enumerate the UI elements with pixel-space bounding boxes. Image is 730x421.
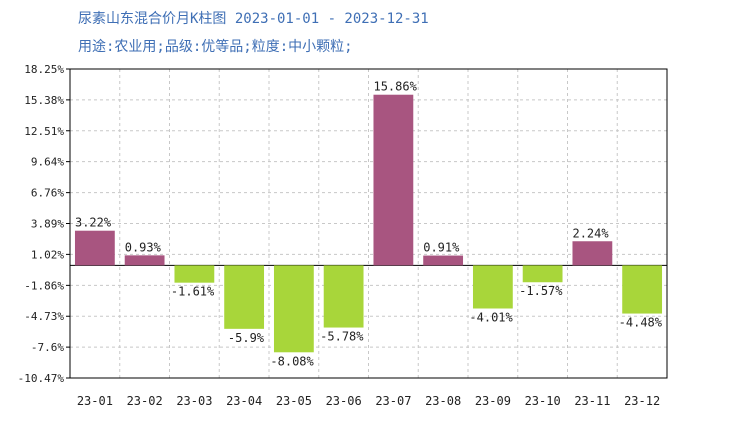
y-tick-label: -7.6% xyxy=(31,341,64,354)
data-label-23-04: -5.9% xyxy=(228,331,265,345)
x-tick-label: 23-08 xyxy=(425,394,461,408)
data-label-23-02: 0.93% xyxy=(125,240,162,254)
bar-23-11 xyxy=(572,241,613,266)
y-tick-label: -1.86% xyxy=(24,279,64,292)
data-label-23-03: -1.61% xyxy=(171,285,215,299)
x-tick-label: 23-03 xyxy=(176,394,212,408)
data-label-23-05: -8.08% xyxy=(270,354,314,368)
bar-23-03 xyxy=(174,265,215,283)
y-tick-label: 6.76% xyxy=(31,187,64,200)
y-tick-label: 3.89% xyxy=(31,218,64,231)
data-label-23-08: 0.91% xyxy=(423,241,460,255)
y-tick-label: 9.64% xyxy=(31,156,64,169)
x-tick-label: 23-02 xyxy=(127,394,163,408)
bar-23-02 xyxy=(124,255,165,266)
x-tick-label: 23-05 xyxy=(276,394,312,408)
chart-subtitle: 用途:农业用;品级:优等品;粒度:中小颗粒; xyxy=(78,39,353,55)
bar-23-09 xyxy=(472,265,513,309)
x-tick-label: 23-06 xyxy=(326,394,362,408)
x-tick-label: 23-09 xyxy=(475,394,511,408)
data-label-23-12: -4.48% xyxy=(619,316,663,330)
bar-23-12 xyxy=(622,265,663,314)
y-tick-label: 15.38% xyxy=(24,94,64,107)
x-tick-label: 23-01 xyxy=(77,394,113,408)
bar-23-04 xyxy=(224,265,265,329)
bar-23-10 xyxy=(522,265,563,283)
chart-title: 尿素山东混合价月K柱图 2023-01-01 - 2023-12-31 xyxy=(78,11,429,27)
data-label-23-01: 3.22% xyxy=(75,216,112,230)
plot-frame xyxy=(69,68,668,379)
bar-23-08 xyxy=(423,255,464,266)
data-label-23-06: -5.78% xyxy=(320,330,364,344)
data-label-23-07: 15.86% xyxy=(373,80,417,94)
y-tick-label: 12.51% xyxy=(24,125,64,138)
bar-23-07 xyxy=(373,94,414,266)
y-tick-label: 18.25% xyxy=(24,63,64,76)
data-label-23-09: -4.01% xyxy=(469,310,513,324)
x-tick-label: 23-10 xyxy=(525,394,561,408)
x-tick-label: 23-04 xyxy=(226,394,262,408)
data-label-23-11: 2.24% xyxy=(572,226,609,240)
y-tick-label: -4.73% xyxy=(24,310,64,323)
bar-23-06 xyxy=(323,265,364,328)
y-tick-label: 1.02% xyxy=(31,248,64,261)
bar-23-05 xyxy=(273,265,314,353)
data-label-23-10: -1.57% xyxy=(519,284,563,298)
bar-23-01 xyxy=(74,230,115,266)
x-tick-label: 23-12 xyxy=(624,394,660,408)
y-tick-label: -10.47% xyxy=(18,372,65,385)
x-tick-label: 23-11 xyxy=(574,394,610,408)
x-tick-label: 23-07 xyxy=(375,394,411,408)
